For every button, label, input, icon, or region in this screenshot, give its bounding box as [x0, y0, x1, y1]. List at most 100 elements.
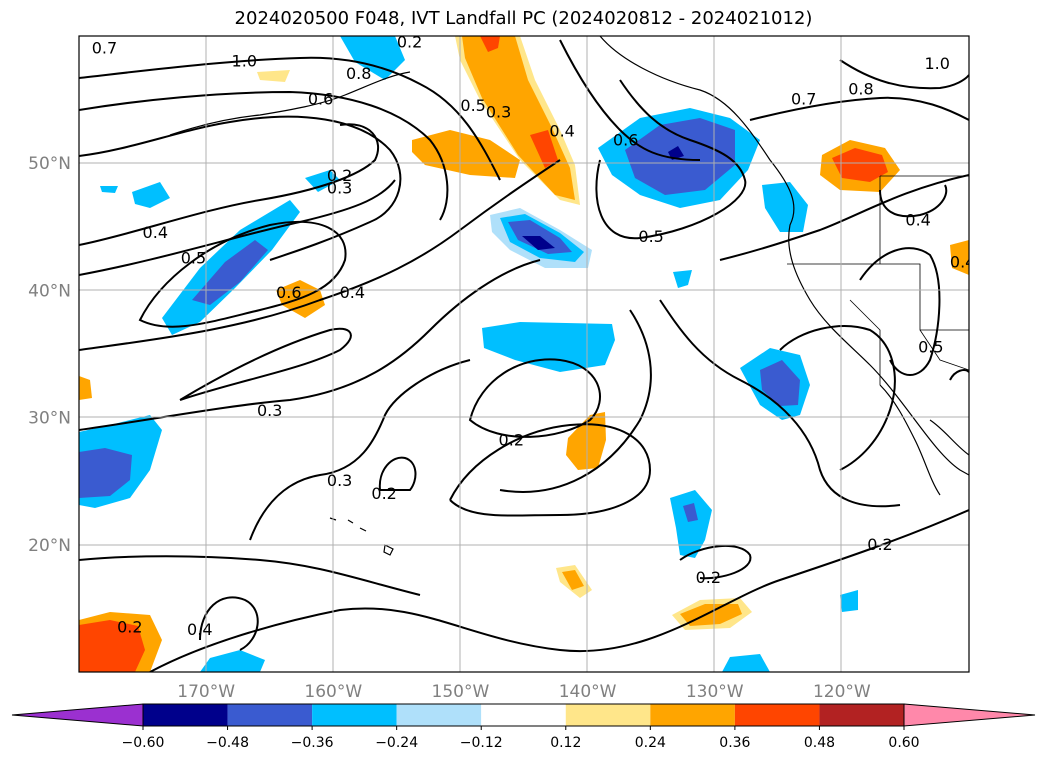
contour-line — [199, 596, 259, 651]
lat-label: 30°N — [28, 409, 71, 429]
colorbar-tick-label: 0.24 — [635, 735, 666, 751]
contour-line — [779, 325, 896, 471]
graticule — [79, 36, 969, 672]
contour-label: 0.3 — [257, 401, 282, 420]
contour-label: 0.7 — [791, 90, 816, 109]
contour-line — [949, 369, 969, 381]
lon-label: 160°W — [304, 682, 362, 702]
lon-label: 120°W — [813, 682, 871, 702]
map-frame — [78, 35, 970, 673]
blue-blob-small-2 — [305, 170, 340, 192]
coastline-mexico — [929, 419, 969, 456]
colorbar-swatch — [312, 704, 397, 726]
contour-label: 0.2 — [117, 617, 142, 636]
contour-line — [595, 79, 747, 240]
contour-line — [79, 259, 541, 431]
negative-anomaly-regions — [79, 36, 858, 672]
lat-label: 20°N — [28, 536, 71, 556]
contour-line — [679, 544, 752, 580]
contour-line — [79, 555, 421, 596]
contour-label: 0.5 — [918, 338, 943, 357]
longitude-labels: 170°W 160°W 150°W 140°W 130°W 120°W — [177, 682, 871, 702]
colorbar-swatch — [481, 704, 566, 726]
contour-line — [79, 123, 380, 246]
orange-blob-north-band-core — [480, 36, 500, 52]
lon-label: 140°W — [559, 682, 617, 702]
colorbar-swatch — [734, 704, 820, 726]
colorbar-tick-label: 0.36 — [719, 735, 750, 751]
colorbar-tick-label: −0.60 — [122, 735, 165, 751]
blue-blob-east-30n-inner — [760, 360, 800, 406]
orange-blob-southwest-core — [79, 620, 145, 672]
contour-label: 0.8 — [346, 64, 371, 83]
orange-blob-east-edge — [950, 240, 969, 275]
contour-line — [179, 327, 352, 401]
blue-blob-west-band-inner — [192, 240, 268, 305]
contour-lines — [79, 39, 969, 672]
lat-label: 50°N — [28, 154, 71, 174]
coastline-baja — [879, 384, 941, 496]
contour-label: 0.5 — [181, 249, 206, 268]
colorbar-swatch — [565, 704, 651, 726]
orange-blob-sub-30n — [566, 412, 606, 470]
lon-label: 130°W — [686, 682, 744, 702]
colorbar-tick-label: −0.36 — [291, 735, 334, 751]
blue-blob-gulf-alaska-core — [668, 146, 684, 160]
contour-line — [449, 423, 652, 517]
orange-blob-small-top — [257, 70, 290, 82]
contour-label: 0.2 — [371, 484, 396, 503]
coastline-north-america — [599, 36, 969, 476]
contour-line — [79, 179, 396, 276]
blue-blob-small-4 — [840, 590, 858, 612]
contour-label: 0.4 — [187, 620, 212, 639]
colorbar-swatch — [650, 704, 735, 726]
contour-label: 0.8 — [848, 79, 873, 98]
blue-blob-dateline-50n — [132, 182, 170, 208]
blue-blob-small-1 — [100, 186, 118, 193]
chart-title: 2024020500 F048, IVT Landfall PC (202402… — [234, 8, 813, 29]
contour-label: 0.2 — [397, 32, 422, 51]
blue-blob-south-2 — [722, 654, 770, 672]
colorbar-extend-high — [903, 703, 1036, 727]
coastlines — [169, 36, 969, 556]
colorbar-extend-low — [11, 703, 144, 727]
contour-label: 1.0 — [924, 54, 949, 73]
blue-blob-west-edge-inner — [79, 448, 132, 498]
orange-blob-bc-core — [832, 148, 888, 182]
contour-label: 1.0 — [232, 51, 257, 70]
contour-line — [79, 56, 501, 181]
contour-line — [719, 174, 969, 261]
blue-blob-subtropic — [670, 490, 712, 558]
contour-label: 0.7 — [92, 39, 117, 58]
blue-blob-south-1 — [200, 650, 265, 672]
colorbar-tick-label: −0.12 — [460, 735, 503, 751]
lon-label: 170°W — [177, 682, 235, 702]
colorbar-swatch — [396, 704, 482, 726]
colorbar-tick-label: −0.48 — [206, 735, 249, 751]
blue-blob-central-30n — [482, 322, 615, 372]
contour-label: 0.4 — [143, 223, 168, 242]
contour-label: 0.6 — [276, 283, 301, 302]
contour-label: 0.2 — [867, 535, 892, 554]
filled-anomalies: 0.71.00.60.80.20.5 0.30.4 0.60.70.81.00.20… — [79, 32, 969, 672]
blue-blob-subtropic-inner — [683, 503, 698, 522]
contour-label: 0.6 — [613, 130, 638, 149]
contour-line — [249, 359, 471, 541]
contour-line — [149, 509, 969, 672]
contour-label: 0.2 — [696, 568, 721, 587]
contour-line — [79, 115, 402, 261]
contour-label: 0.4 — [905, 210, 930, 229]
contour-label: 0.3 — [327, 471, 352, 490]
coastline-alaska-islands — [169, 71, 411, 136]
contour-label: 0.6 — [308, 90, 333, 109]
contour-label: 0.3 — [486, 102, 511, 121]
contour-line — [468, 358, 601, 438]
orange-blob-north-band-core2 — [530, 130, 558, 168]
latitude-labels: 50°N 40°N 30°N 20°N — [28, 154, 71, 556]
contour-line — [499, 309, 652, 493]
contour-label: 0.3 — [327, 179, 352, 198]
blue-blob-bc-coast — [762, 182, 808, 232]
contour-label: 0.2 — [327, 166, 352, 185]
contour-label: 0.4 — [340, 283, 365, 302]
contour-label: 0.5 — [638, 227, 663, 246]
